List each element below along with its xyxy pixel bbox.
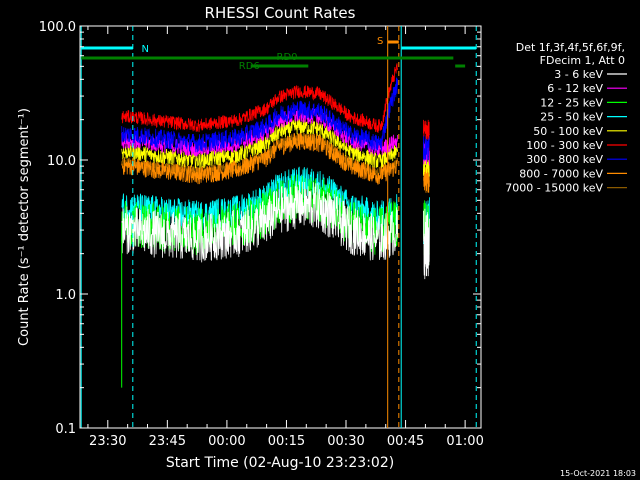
plot-area: N S RD0 RD6 (79, 25, 482, 429)
y-axis-ticks: 0.1 1.0 10.0 100.0 (39, 20, 481, 437)
x-tick-label: 23:45 (149, 434, 186, 449)
rd0-label: RD0 (277, 52, 298, 63)
legend: Det 1f,3f,4f,5f,6f,9f,FDecim 1, Att 03 -… (505, 41, 627, 195)
y-axis-label: Count Rate (s⁻¹ detector segment⁻¹) (17, 108, 32, 346)
y-tick-label: 0.1 (55, 422, 76, 437)
legend-item-label: 7000 - 15000 keV (505, 182, 603, 195)
x-tick-label: 00:30 (327, 434, 364, 449)
series-line-6 (121, 76, 398, 153)
x-tick-label: 23:30 (89, 434, 126, 449)
x-axis-label: Start Time (02-Aug-10 23:23:02) (166, 455, 394, 471)
y-tick-label: 10.0 (47, 154, 76, 169)
x-tick-label: 00:15 (268, 434, 305, 449)
legend-item-label: 12 - 25 keV (540, 96, 603, 109)
series-line-0 (121, 181, 398, 263)
x-tick-label: 00:00 (208, 434, 245, 449)
night-label: N (142, 44, 149, 55)
series-line-7 (121, 131, 398, 185)
x-axis-ticks: 23:30 23:45 00:00 00:15 00:30 00:45 01:00 (87, 26, 484, 449)
y-tick-label: 1.0 (55, 288, 76, 303)
legend-header-line: FDecim 1, Att 0 (540, 54, 625, 67)
chart-title: RHESSI Count Rates (205, 4, 356, 22)
legend-item-label: 300 - 800 keV (526, 153, 603, 166)
legend-header-line: Det 1f,3f,4f,5f,6f,9f, (516, 41, 625, 54)
series-segment-5 (423, 119, 430, 140)
y-tick-label: 100.0 (39, 20, 76, 35)
legend-item-label: 6 - 12 keV (547, 82, 603, 95)
legend-item-label: 800 - 7000 keV (519, 167, 603, 180)
x-tick-label: 01:00 (446, 434, 483, 449)
rd6-label: RD6 (239, 61, 260, 72)
saa-label: S (377, 36, 383, 47)
legend-item-label: 3 - 6 keV (554, 68, 603, 81)
series-segment-6 (423, 135, 430, 161)
series-line-4 (121, 118, 398, 169)
legend-item-label: 50 - 100 keV (533, 125, 603, 138)
plot-frame (79, 25, 482, 429)
series-segment-0 (423, 208, 430, 280)
series-line-5 (121, 63, 398, 133)
timestamp: 15-Oct-2021 18:03 (560, 469, 636, 478)
legend-item-label: 100 - 300 keV (526, 139, 603, 152)
x-tick-label: 00:45 (387, 434, 424, 449)
legend-item-label: 25 - 50 keV (540, 111, 603, 124)
